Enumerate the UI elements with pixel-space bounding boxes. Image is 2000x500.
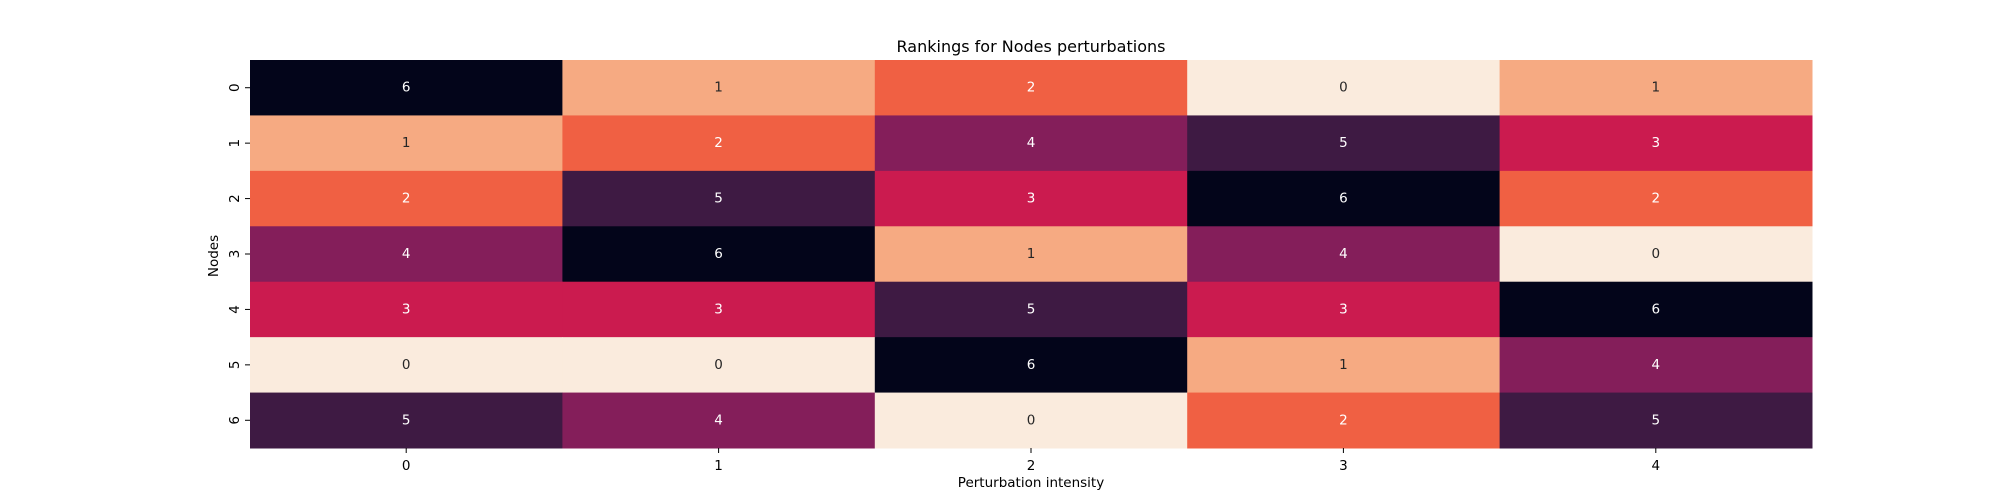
heatmap-cell-r4-c1 — [562, 281, 876, 338]
heatmap-cell-r6-c0 — [250, 392, 563, 449]
y-tick-label: 1 — [227, 139, 243, 148]
cell-value-label: 1 — [1339, 357, 1348, 373]
y-tick-label: 5 — [227, 361, 243, 370]
heatmap-cell-r0-c3 — [1187, 60, 1501, 116]
cell-value-label: 6 — [1027, 357, 1036, 373]
heatmap-cell-r2-c3 — [1187, 170, 1501, 227]
heatmap-cell-r3-c0 — [250, 226, 563, 283]
cell-value-label: 4 — [1027, 135, 1036, 151]
cell-value-label: 3 — [714, 301, 723, 317]
cell-value-label: 2 — [714, 135, 723, 151]
heatmap-cell-r1-c4 — [1499, 115, 1813, 172]
y-axis-label: Nodes — [206, 235, 222, 277]
cell-value-label: 5 — [1027, 301, 1036, 317]
heatmap-cell-r3-c3 — [1187, 226, 1501, 283]
heatmap-cell-r1-c0 — [250, 115, 563, 172]
chart-title: Rankings for Nodes perturbations — [897, 37, 1166, 56]
heatmap-cell-r0-c4 — [1499, 60, 1813, 116]
y-tick-label: 4 — [227, 305, 243, 314]
cell-value-label: 4 — [402, 246, 411, 262]
cell-value-label: 6 — [1339, 191, 1348, 207]
cell-value-label: 5 — [1652, 412, 1661, 428]
heatmap-cell-r2-c2 — [874, 170, 1188, 227]
heatmap-cell-r6-c2 — [874, 392, 1188, 449]
heatmap-cell-r6-c4 — [1499, 392, 1813, 449]
cell-value-label: 5 — [714, 191, 723, 207]
cell-value-label: 4 — [714, 412, 723, 428]
y-axis-ticks: 0 1 2 3 4 5 6 — [227, 83, 250, 425]
heatmap-cell-r5-c1 — [562, 337, 876, 394]
cell-value-label: 2 — [1027, 80, 1036, 96]
cell-value-label: 0 — [1339, 80, 1348, 96]
cell-value-label: 0 — [1027, 412, 1036, 428]
heatmap-cell-r1-c2 — [874, 115, 1188, 172]
heatmap-cell-r3-c4 — [1499, 226, 1813, 283]
cell-value-label: 5 — [1339, 135, 1348, 151]
heatmap-cell-r4-c2 — [874, 281, 1188, 338]
x-tick-label: 1 — [714, 458, 723, 474]
y-tick-label: 6 — [227, 416, 243, 425]
heatmap-cell-r5-c2 — [874, 337, 1188, 394]
heatmap-cells: 6 1 2 0 1 1 2 4 5 3 2 5 3 6 2 4 6 1 4 0 3 3 5 3 6 0 0 6 1 4 5 4 0 2 5 — [250, 60, 1813, 449]
cell-value-label: 6 — [1652, 301, 1661, 317]
heatmap-cell-r5-c3 — [1187, 337, 1501, 394]
y-tick-label: 2 — [227, 194, 243, 203]
cell-value-label: 2 — [1339, 412, 1348, 428]
heatmap-cell-r4-c4 — [1499, 281, 1813, 338]
cell-value-label: 2 — [1652, 191, 1661, 207]
cell-value-label: 4 — [1652, 357, 1661, 373]
cell-value-label: 3 — [1652, 135, 1661, 151]
heatmap-cell-r0-c1 — [562, 60, 876, 116]
heatmap-cell-r6-c1 — [562, 392, 876, 449]
heatmap-cell-r0-c0 — [250, 60, 563, 116]
cell-value-label: 1 — [1027, 246, 1036, 262]
cell-value-label: 1 — [1652, 80, 1661, 96]
heatmap-cell-r4-c3 — [1187, 281, 1501, 338]
heatmap-cell-r3-c2 — [874, 226, 1188, 283]
heatmap-cell-r4-c0 — [250, 281, 563, 338]
heatmap-cell-r2-c0 — [250, 170, 563, 227]
cell-value-label: 5 — [402, 412, 411, 428]
heatmap-cell-r5-c0 — [250, 337, 563, 394]
heatmap-cell-r3-c1 — [562, 226, 876, 283]
cell-value-label: 6 — [402, 80, 411, 96]
cell-value-label: 0 — [402, 357, 411, 373]
cell-value-label: 0 — [1652, 246, 1661, 262]
cell-value-label: 0 — [714, 357, 723, 373]
cell-value-label: 2 — [402, 191, 411, 207]
cell-value-label: 3 — [1339, 301, 1348, 317]
heatmap-cell-r1-c3 — [1187, 115, 1501, 172]
heatmap-cell-r1-c1 — [562, 115, 876, 172]
x-axis-label: Perturbation intensity — [958, 475, 1104, 491]
cell-value-label: 3 — [1027, 191, 1036, 207]
x-tick-label: 0 — [402, 458, 411, 474]
heatmap-cell-r6-c3 — [1187, 392, 1501, 449]
x-axis-ticks: 0 1 2 3 4 — [402, 448, 1660, 474]
x-tick-label: 4 — [1652, 458, 1661, 474]
cell-value-label: 1 — [714, 80, 723, 96]
cell-value-label: 6 — [714, 246, 723, 262]
heatmap-cell-r0-c2 — [874, 60, 1188, 116]
heatmap-cell-r2-c1 — [562, 170, 876, 227]
cell-value-label: 1 — [402, 135, 411, 151]
y-tick-label: 3 — [227, 250, 243, 259]
y-tick-label: 0 — [227, 83, 243, 92]
x-tick-label: 2 — [1027, 458, 1036, 474]
heatmap-cell-r5-c4 — [1499, 337, 1813, 394]
heatmap-cell-r2-c4 — [1499, 170, 1813, 227]
cell-value-label: 4 — [1339, 246, 1348, 262]
cell-value-label: 3 — [402, 301, 411, 317]
x-tick-label: 3 — [1339, 458, 1348, 474]
